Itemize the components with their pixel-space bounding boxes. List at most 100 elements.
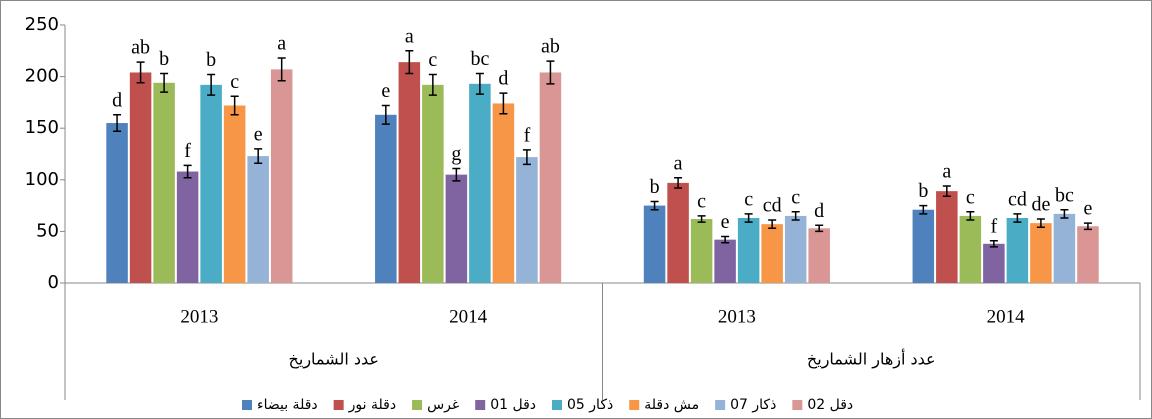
legend-label: دقلة نور	[348, 397, 396, 413]
significance-letter: c	[791, 186, 800, 208]
bar	[690, 219, 713, 283]
significance-letter: bc	[1055, 184, 1074, 206]
legend-label: مش دقلة	[644, 397, 699, 413]
x-tick-label: 2014	[449, 306, 488, 327]
bar	[153, 82, 175, 284]
bar	[643, 205, 666, 283]
legend-label: ذكار 07	[730, 397, 776, 413]
error-bar	[721, 235, 730, 244]
significance-letter: e	[254, 123, 263, 145]
bar	[516, 157, 538, 283]
significance-letter: c	[744, 188, 753, 210]
significance-letter: ab	[541, 36, 560, 58]
error-bar	[919, 204, 928, 215]
error-bar	[428, 73, 437, 96]
error-bar	[522, 149, 531, 166]
bar	[912, 209, 935, 283]
legend-label: دقل 01	[490, 397, 536, 413]
error-bar	[768, 219, 777, 230]
y-tick-label: 200	[25, 66, 59, 87]
error-bar	[160, 72, 169, 93]
significance-letter: d	[112, 89, 122, 111]
bar	[1006, 217, 1029, 283]
error-bar	[277, 57, 286, 82]
bar	[1077, 226, 1099, 283]
legend-label: دقل 02	[807, 397, 853, 413]
significance-letter: c	[230, 71, 239, 93]
significance-letter: cd	[1008, 188, 1027, 210]
group-label: عدد أزهار الشماريخ	[807, 349, 936, 370]
group-label: عدد الشماريخ	[289, 350, 379, 370]
significance-letter: c	[428, 49, 437, 71]
error-bar	[381, 104, 390, 125]
error-bar	[136, 61, 145, 84]
error-bar	[791, 211, 800, 221]
error-bar	[546, 60, 555, 85]
significance-letter: e	[1083, 198, 1092, 220]
error-bar	[405, 50, 414, 75]
legend-label: ذكار 05	[567, 397, 613, 413]
bar	[270, 69, 293, 283]
legend-swatch	[242, 400, 252, 410]
significance-letter: b	[918, 180, 928, 202]
bar	[398, 62, 421, 283]
bar	[737, 217, 760, 283]
bar	[176, 171, 199, 283]
error-bar	[744, 213, 753, 223]
bar	[375, 114, 397, 283]
significance-letter: d	[498, 68, 508, 90]
significance-letter: c	[697, 191, 706, 213]
significance-letter: c	[966, 186, 975, 208]
bar	[1053, 213, 1076, 283]
error-bar	[475, 72, 484, 95]
bar	[106, 123, 128, 283]
bar	[1030, 223, 1052, 283]
error-bar	[113, 114, 122, 133]
x-tick-label: 2014	[987, 306, 1026, 327]
bar	[445, 174, 468, 283]
error-bar	[183, 164, 192, 179]
bar	[247, 156, 269, 283]
significance-letter: a	[405, 25, 414, 47]
error-bar	[1060, 208, 1069, 219]
significance-letter: d	[814, 200, 824, 222]
significance-letter: b	[650, 176, 660, 198]
y-tick-label: 250	[25, 14, 59, 35]
significance-letter: f	[184, 140, 191, 162]
bar	[200, 84, 222, 283]
significance-letter: a	[942, 161, 951, 183]
bar	[667, 182, 689, 283]
x-tick-label: 2013	[718, 306, 756, 327]
error-bar	[1036, 218, 1045, 229]
y-tick-label: 0	[48, 272, 59, 293]
error-bar	[966, 211, 975, 221]
bar	[808, 228, 830, 283]
x-tick-label: 2013	[180, 306, 218, 327]
bar	[983, 243, 1005, 283]
error-bar	[1013, 213, 1022, 223]
error-bar	[697, 215, 706, 223]
significance-letter: bc	[470, 48, 489, 70]
significance-letter: f	[524, 124, 531, 146]
error-bar	[207, 73, 216, 96]
y-tick-label: 100	[25, 169, 59, 190]
legend-swatch	[792, 400, 803, 410]
legend-swatch	[629, 400, 640, 410]
bar	[223, 105, 246, 283]
legend-swatch	[333, 400, 344, 410]
significance-letter: a	[674, 152, 683, 174]
significance-letter: e	[381, 80, 390, 102]
legend-swatch	[715, 400, 726, 410]
bar	[714, 239, 736, 283]
bar	[422, 84, 444, 283]
legend-swatch	[412, 400, 423, 410]
error-bar	[942, 185, 951, 198]
error-bar	[815, 224, 824, 233]
significance-letter: e	[721, 211, 730, 233]
error-bar	[254, 148, 263, 165]
legend-label: غرس	[427, 397, 459, 413]
significance-letter: ab	[131, 37, 150, 59]
bar	[492, 103, 515, 283]
bar	[539, 72, 562, 283]
error-bar	[989, 239, 998, 248]
